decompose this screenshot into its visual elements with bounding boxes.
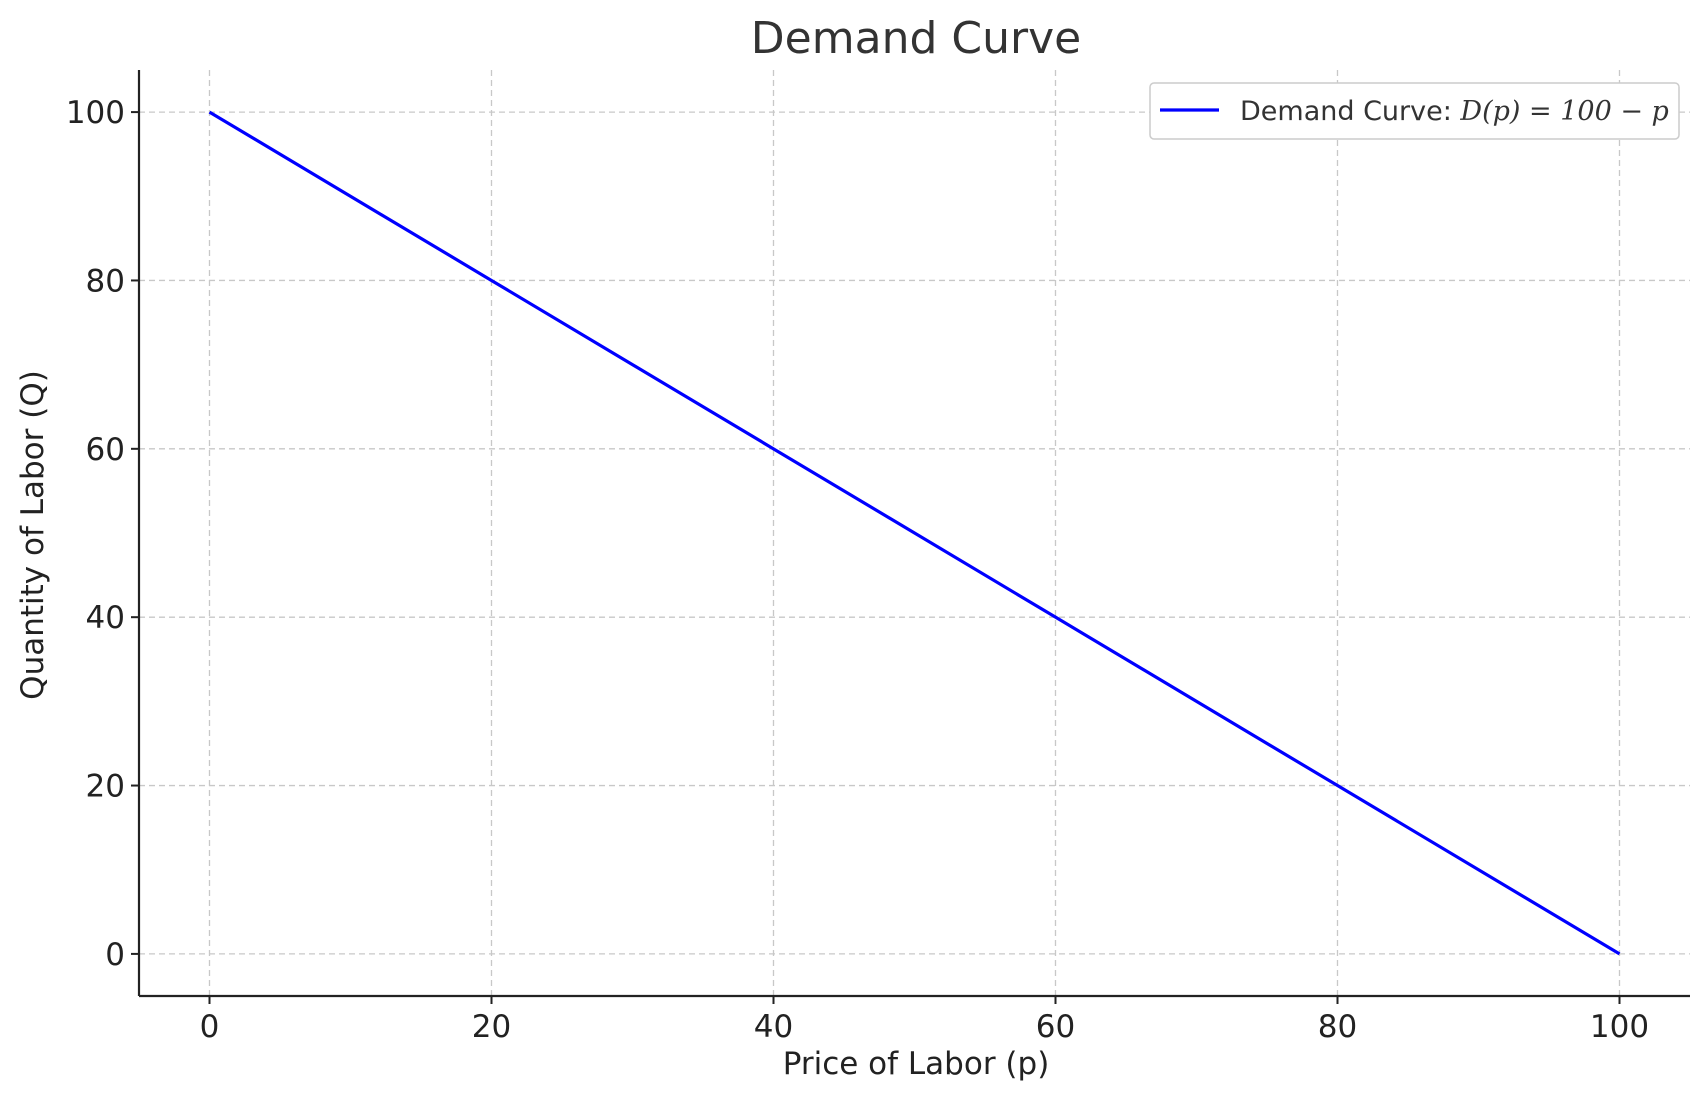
series-layer [208, 110, 1621, 956]
x-tick-label: 0 [200, 1009, 220, 1045]
legend-entry: Demand Curve: D(p) = 100 − p [1240, 96, 1669, 127]
legend-formula: D(p) = 100 − p [1459, 96, 1668, 127]
x-tick-label: 20 [472, 1009, 511, 1045]
axes [131, 70, 1690, 1004]
x-tick-label: 60 [1036, 1009, 1075, 1045]
legend-prefix: Demand Curve: [1240, 96, 1460, 127]
legend: Demand Curve: D(p) = 100 − p [1149, 82, 1680, 140]
legend-box [1149, 82, 1680, 140]
chart-title: Demand Curve [751, 13, 1081, 64]
x-tick-label: 40 [754, 1009, 793, 1045]
y-tick-label: 0 [105, 937, 125, 973]
x-tick-label: 80 [1318, 1009, 1357, 1045]
x-axis-label: Price of Labor (p) [783, 1046, 1050, 1082]
y-tick-label: 60 [86, 432, 125, 468]
y-tick-label: 100 [66, 95, 125, 131]
y-tick-label: 80 [86, 263, 125, 299]
tick-labels: 0 20 40 60 80 100 0 20 40 60 80 100 [66, 95, 1649, 1045]
series-line-demand-curve [208, 110, 1621, 956]
y-tick-label: 40 [86, 600, 125, 636]
y-tick-label: 20 [86, 769, 125, 805]
y-axis-label: Quantity of Labor (Q) [15, 370, 51, 700]
x-tick-label: 100 [1590, 1009, 1649, 1045]
